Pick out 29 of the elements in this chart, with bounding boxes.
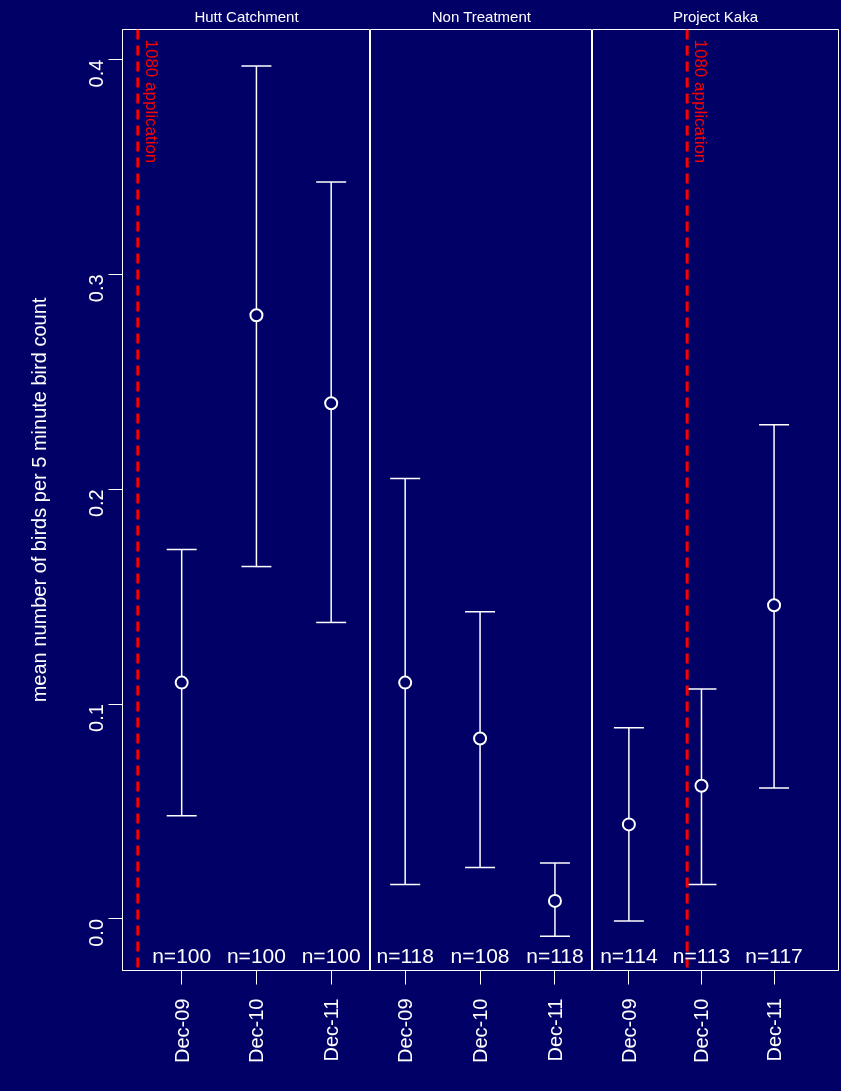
annotation: n=108: [450, 943, 510, 967]
y-axis-title: mean number of birds per 5 minute bird count: [27, 297, 50, 703]
chart-title: Project Kaka: [672, 7, 759, 25]
annotation: n=118: [376, 943, 434, 967]
y-tick-label: 0.0: [85, 918, 108, 947]
chart-title: Hutt Catchment: [194, 7, 300, 25]
annotation: n=100: [152, 943, 212, 967]
annotation: n=114: [600, 943, 658, 967]
y-tick-label: 0.1: [85, 704, 108, 732]
annotation: n=118: [526, 943, 584, 967]
annotation: n=117: [745, 943, 803, 967]
annotation: n=113: [672, 943, 731, 967]
x-tick-label: Dec-11: [763, 998, 786, 1062]
ref-line-label: 1080 application: [691, 39, 711, 164]
chart-title: Non Treatment: [431, 7, 532, 25]
y-tick-label: 0.2: [85, 489, 108, 518]
ref-line-label: 1080 application: [141, 39, 161, 164]
x-tick-label: Dec-09: [617, 998, 640, 1063]
x-tick-label: Dec-09: [394, 998, 417, 1063]
annotation: n=100: [226, 943, 286, 967]
x-tick-label: Dec-09: [170, 998, 193, 1063]
y-tick-label: 0.3: [85, 274, 108, 303]
x-tick-label: Dec-10: [690, 998, 713, 1063]
y-tick-label: 0.4: [85, 59, 108, 88]
annotation: n=100: [301, 943, 361, 967]
x-tick-label: Dec-10: [245, 998, 268, 1063]
x-tick-label: Dec-10: [469, 998, 492, 1063]
x-tick-label: Dec-11: [320, 998, 343, 1062]
x-tick-label: Dec-11: [543, 998, 566, 1062]
